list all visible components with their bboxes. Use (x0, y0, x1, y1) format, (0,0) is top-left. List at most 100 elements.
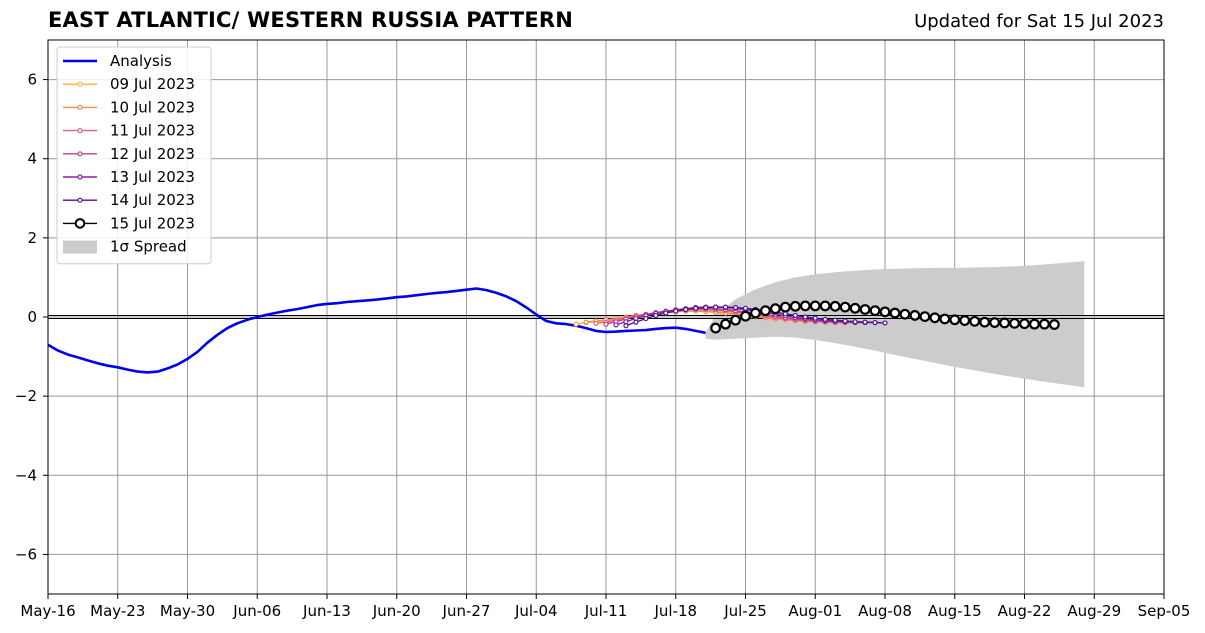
series-point (939, 313, 951, 325)
x-tick-label: Jul-18 (653, 602, 697, 620)
series-point (919, 311, 931, 323)
series-point (812, 315, 818, 321)
series-point (832, 317, 838, 323)
legend-marker (77, 174, 83, 180)
legend-label: 14 Jul 2023 (110, 191, 195, 209)
series-point (822, 316, 828, 322)
legend-label: 10 Jul 2023 (110, 98, 195, 116)
series-point (979, 316, 991, 328)
series-point (643, 315, 649, 322)
legend-label: 11 Jul 2023 (110, 122, 195, 140)
x-tick-label: May-16 (20, 602, 75, 620)
series-point (879, 306, 891, 318)
x-tick-label: Jul-25 (723, 602, 767, 620)
series-point (722, 304, 729, 310)
series-point (949, 314, 961, 326)
series-point (710, 322, 722, 334)
legend-label: 15 Jul 2023 (110, 214, 195, 232)
legend-marker (77, 128, 83, 134)
y-tick-label: 6 (27, 71, 37, 89)
y-tick-label: 0 (27, 308, 37, 326)
legend-label: 13 Jul 2023 (110, 168, 195, 186)
series-point (799, 300, 811, 312)
x-tick-label: Jun-13 (302, 602, 351, 620)
series-layer (47, 287, 1060, 374)
legend-label: 12 Jul 2023 (110, 145, 195, 163)
series-point (872, 319, 878, 326)
x-tick-label: Aug-15 (928, 602, 982, 620)
x-tick-label: Jun-06 (232, 602, 281, 620)
legend-spread-swatch (63, 240, 97, 254)
legend-marker (77, 151, 83, 157)
y-axis: −6 −4 −2 0 2 4 6 (15, 71, 48, 563)
series-point (969, 315, 981, 327)
series-point (1039, 318, 1050, 330)
series-point (1029, 318, 1040, 330)
series-point (789, 300, 801, 312)
series-point (929, 312, 941, 324)
series-point (742, 305, 749, 311)
legend-label: 1σ Spread (110, 238, 187, 256)
series-point (899, 308, 911, 320)
y-tick-label: 2 (27, 229, 37, 247)
y-tick-label: −2 (15, 387, 37, 405)
series-point (740, 310, 751, 322)
x-tick-label: Jun-20 (372, 602, 421, 620)
legend-marker (77, 197, 83, 203)
series-point (769, 303, 781, 315)
series-line-analysis (47, 287, 706, 374)
series-point (730, 314, 741, 326)
y-tick-label: −6 (15, 545, 37, 563)
series-point (673, 308, 679, 314)
legend-marker (74, 218, 86, 229)
series-point (869, 305, 881, 317)
series-point (809, 300, 821, 312)
series-point (989, 317, 1001, 328)
x-tick-label: Aug-01 (788, 602, 842, 620)
x-tick-label: Aug-22 (998, 602, 1052, 620)
y-tick-label: 4 (27, 150, 37, 168)
series-point (720, 318, 731, 330)
x-tick-label: Jul-11 (584, 602, 628, 620)
series-point (583, 319, 589, 325)
series-point (842, 318, 848, 324)
legend-label: Analysis (110, 52, 172, 70)
series-point (613, 322, 619, 328)
series-point (859, 304, 871, 315)
series-point (779, 301, 791, 313)
series-point (1048, 319, 1060, 330)
y-tick-label: −4 (15, 466, 37, 484)
series-point (792, 312, 798, 319)
spread-band (705, 261, 1085, 388)
legend: Analysis 09 Jul 2023 10 Jul 2023 11 Jul 202… (56, 46, 212, 265)
updated-date: Updated for Sat 15 Jul 2023 (914, 11, 1164, 32)
legend-marker (77, 81, 83, 87)
series-point (909, 310, 921, 321)
series-point (999, 317, 1010, 329)
series-point (713, 304, 719, 310)
series-point (732, 304, 739, 311)
x-tick-label: Jun-27 (442, 602, 491, 620)
series-point (802, 314, 808, 320)
series-point (819, 300, 831, 312)
x-tick-label: Jul-04 (514, 602, 558, 620)
legend-label: 09 Jul 2023 (110, 75, 195, 93)
series-point (593, 320, 599, 326)
series-point (693, 305, 699, 311)
series-point (862, 319, 868, 325)
series-point (839, 301, 851, 313)
series-point (959, 315, 971, 326)
series-point (633, 319, 639, 325)
series-point (603, 321, 609, 327)
x-tick-label: Aug-29 (1067, 602, 1121, 620)
series-point (829, 300, 841, 312)
series-point (623, 323, 629, 329)
series-point (760, 305, 771, 317)
x-axis: May-16 May-23 May-30 Jun-06 Jun-13 Jun-20 Jun-… (20, 594, 1190, 620)
series-point (882, 320, 888, 326)
series-point (573, 321, 579, 327)
series-point (849, 302, 861, 314)
series-point (703, 304, 709, 311)
x-tick-label: May-30 (160, 602, 215, 620)
